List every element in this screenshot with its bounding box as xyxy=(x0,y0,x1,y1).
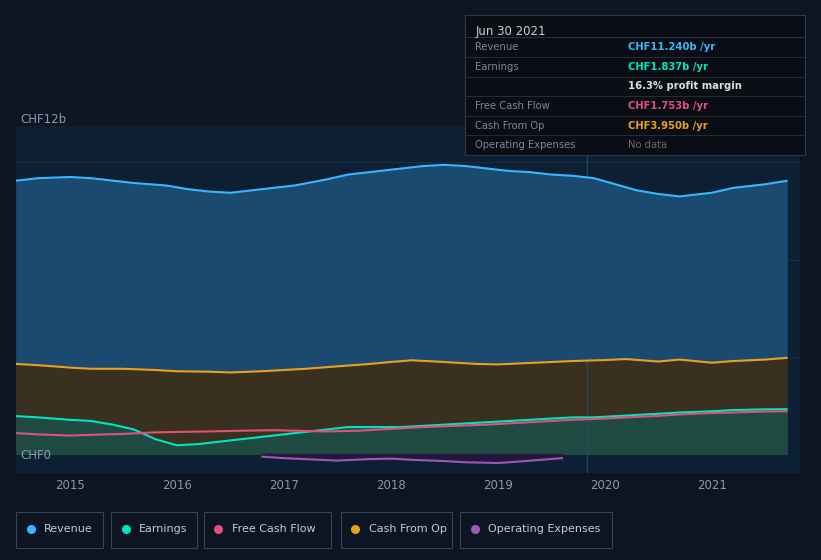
Text: CHF12b: CHF12b xyxy=(21,113,67,126)
FancyBboxPatch shape xyxy=(16,512,103,548)
Text: Earnings: Earnings xyxy=(475,62,519,72)
Text: Jun 30 2021: Jun 30 2021 xyxy=(475,25,546,38)
Text: CHF3.950b /yr: CHF3.950b /yr xyxy=(628,120,708,130)
Text: Operating Expenses: Operating Expenses xyxy=(475,140,576,150)
FancyBboxPatch shape xyxy=(460,512,612,548)
Text: Cash From Op: Cash From Op xyxy=(369,524,447,534)
Text: Revenue: Revenue xyxy=(44,524,93,534)
Text: Operating Expenses: Operating Expenses xyxy=(488,524,600,534)
Text: Free Cash Flow: Free Cash Flow xyxy=(475,101,550,111)
Text: CHF1.753b /yr: CHF1.753b /yr xyxy=(628,101,709,111)
Text: Earnings: Earnings xyxy=(139,524,187,534)
Text: CHF11.240b /yr: CHF11.240b /yr xyxy=(628,42,715,52)
Text: Revenue: Revenue xyxy=(475,42,519,52)
Text: No data: No data xyxy=(628,140,667,150)
FancyBboxPatch shape xyxy=(204,512,331,548)
Text: CHF1.837b /yr: CHF1.837b /yr xyxy=(628,62,709,72)
Text: 16.3% profit margin: 16.3% profit margin xyxy=(628,81,742,91)
Text: Free Cash Flow: Free Cash Flow xyxy=(232,524,315,534)
Text: Cash From Op: Cash From Op xyxy=(475,120,544,130)
FancyBboxPatch shape xyxy=(111,512,197,548)
FancyBboxPatch shape xyxy=(341,512,452,548)
Text: CHF0: CHF0 xyxy=(21,449,52,462)
